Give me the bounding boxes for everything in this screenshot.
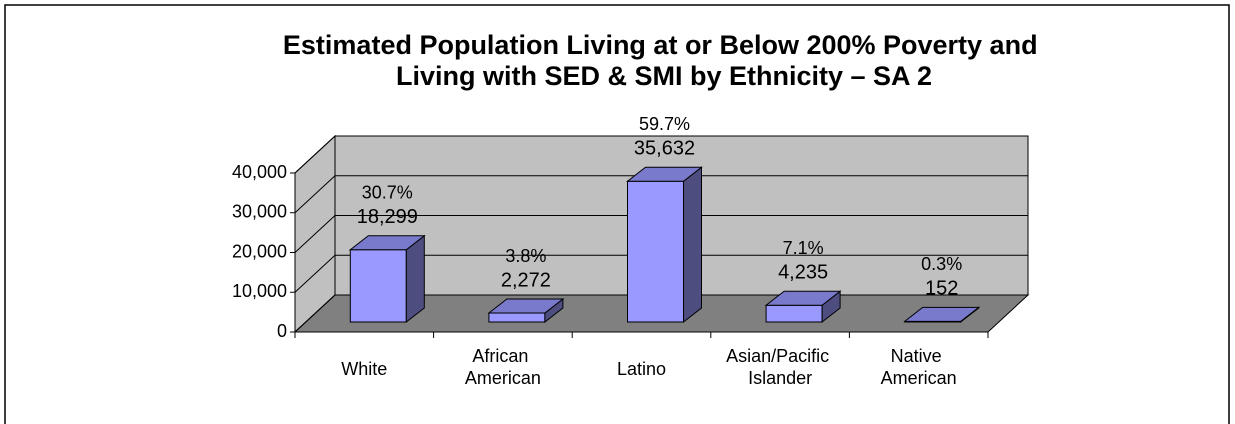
frame xyxy=(4,4,1230,424)
percent-label: 7.1% xyxy=(783,238,824,258)
chart-title: Estimated Population Living at or Below … xyxy=(283,30,1045,91)
bar-side xyxy=(405,234,425,324)
x-tick-label: African American xyxy=(465,346,541,388)
value-label: 18,299 xyxy=(357,206,418,228)
grid-line xyxy=(294,254,1028,293)
y-tick-label: 10,000 xyxy=(232,281,287,301)
y-tick-label: 30,000 xyxy=(232,202,287,222)
x-tick-label: Latino xyxy=(617,359,666,379)
percent-label: 59.7% xyxy=(639,114,690,134)
bar-top xyxy=(348,235,426,251)
bar xyxy=(764,290,842,324)
bar-top xyxy=(626,166,703,182)
value-label: 4,235 xyxy=(778,262,828,284)
bar xyxy=(626,166,703,324)
bar-top xyxy=(903,306,981,322)
bar-front xyxy=(349,249,407,323)
bar-top xyxy=(764,290,842,306)
grid-line xyxy=(294,175,1028,214)
bar-top xyxy=(487,298,565,314)
x-tick-label: White xyxy=(341,359,387,379)
bar-front xyxy=(627,180,684,323)
grid-line xyxy=(294,215,1028,253)
bar-front xyxy=(488,312,546,323)
bar xyxy=(487,298,565,324)
bar xyxy=(903,306,981,324)
x-tick-label: Native American xyxy=(881,346,957,388)
value-label: 152 xyxy=(925,278,958,300)
bar-front xyxy=(765,304,823,323)
percent-label: 30.7% xyxy=(362,182,413,202)
y-tick-label: 0 xyxy=(277,321,287,341)
bar-side xyxy=(683,166,702,324)
value-label: 35,632 xyxy=(634,138,695,160)
percent-label: 3.8% xyxy=(505,246,546,266)
grid-line xyxy=(294,135,1028,174)
y-tick-label: 40,000 xyxy=(232,162,287,182)
value-label: 2,272 xyxy=(501,269,551,291)
bar xyxy=(348,234,426,324)
y-tick-label: 20,000 xyxy=(232,241,287,261)
x-tick-label: Asian/Pacific Islander xyxy=(726,346,834,388)
percent-label: 0.3% xyxy=(921,254,962,274)
